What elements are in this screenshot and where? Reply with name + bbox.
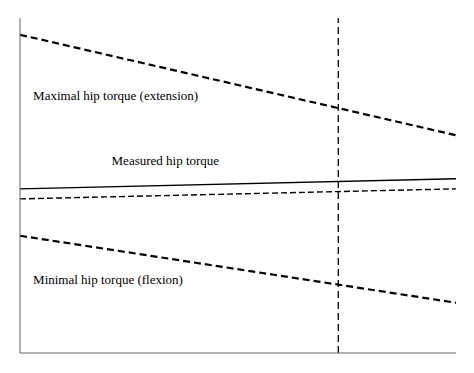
svg-text:Measured hip torque: Measured hip torque — [112, 153, 220, 168]
svg-text:Minimal hip torque (flexion): Minimal hip torque (flexion) — [33, 272, 183, 287]
svg-text:Maximal hip torque (extension): Maximal hip torque (extension) — [33, 88, 198, 103]
